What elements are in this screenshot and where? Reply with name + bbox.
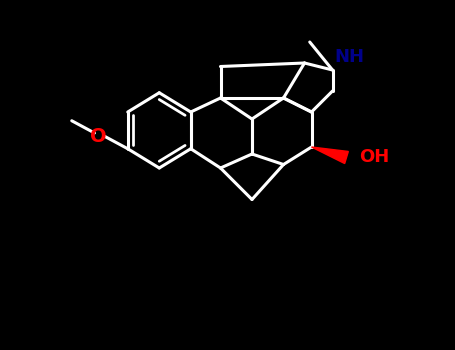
Text: OH: OH (359, 148, 389, 167)
Polygon shape (312, 147, 349, 163)
Text: NH: NH (334, 49, 364, 66)
Text: O: O (90, 127, 106, 146)
